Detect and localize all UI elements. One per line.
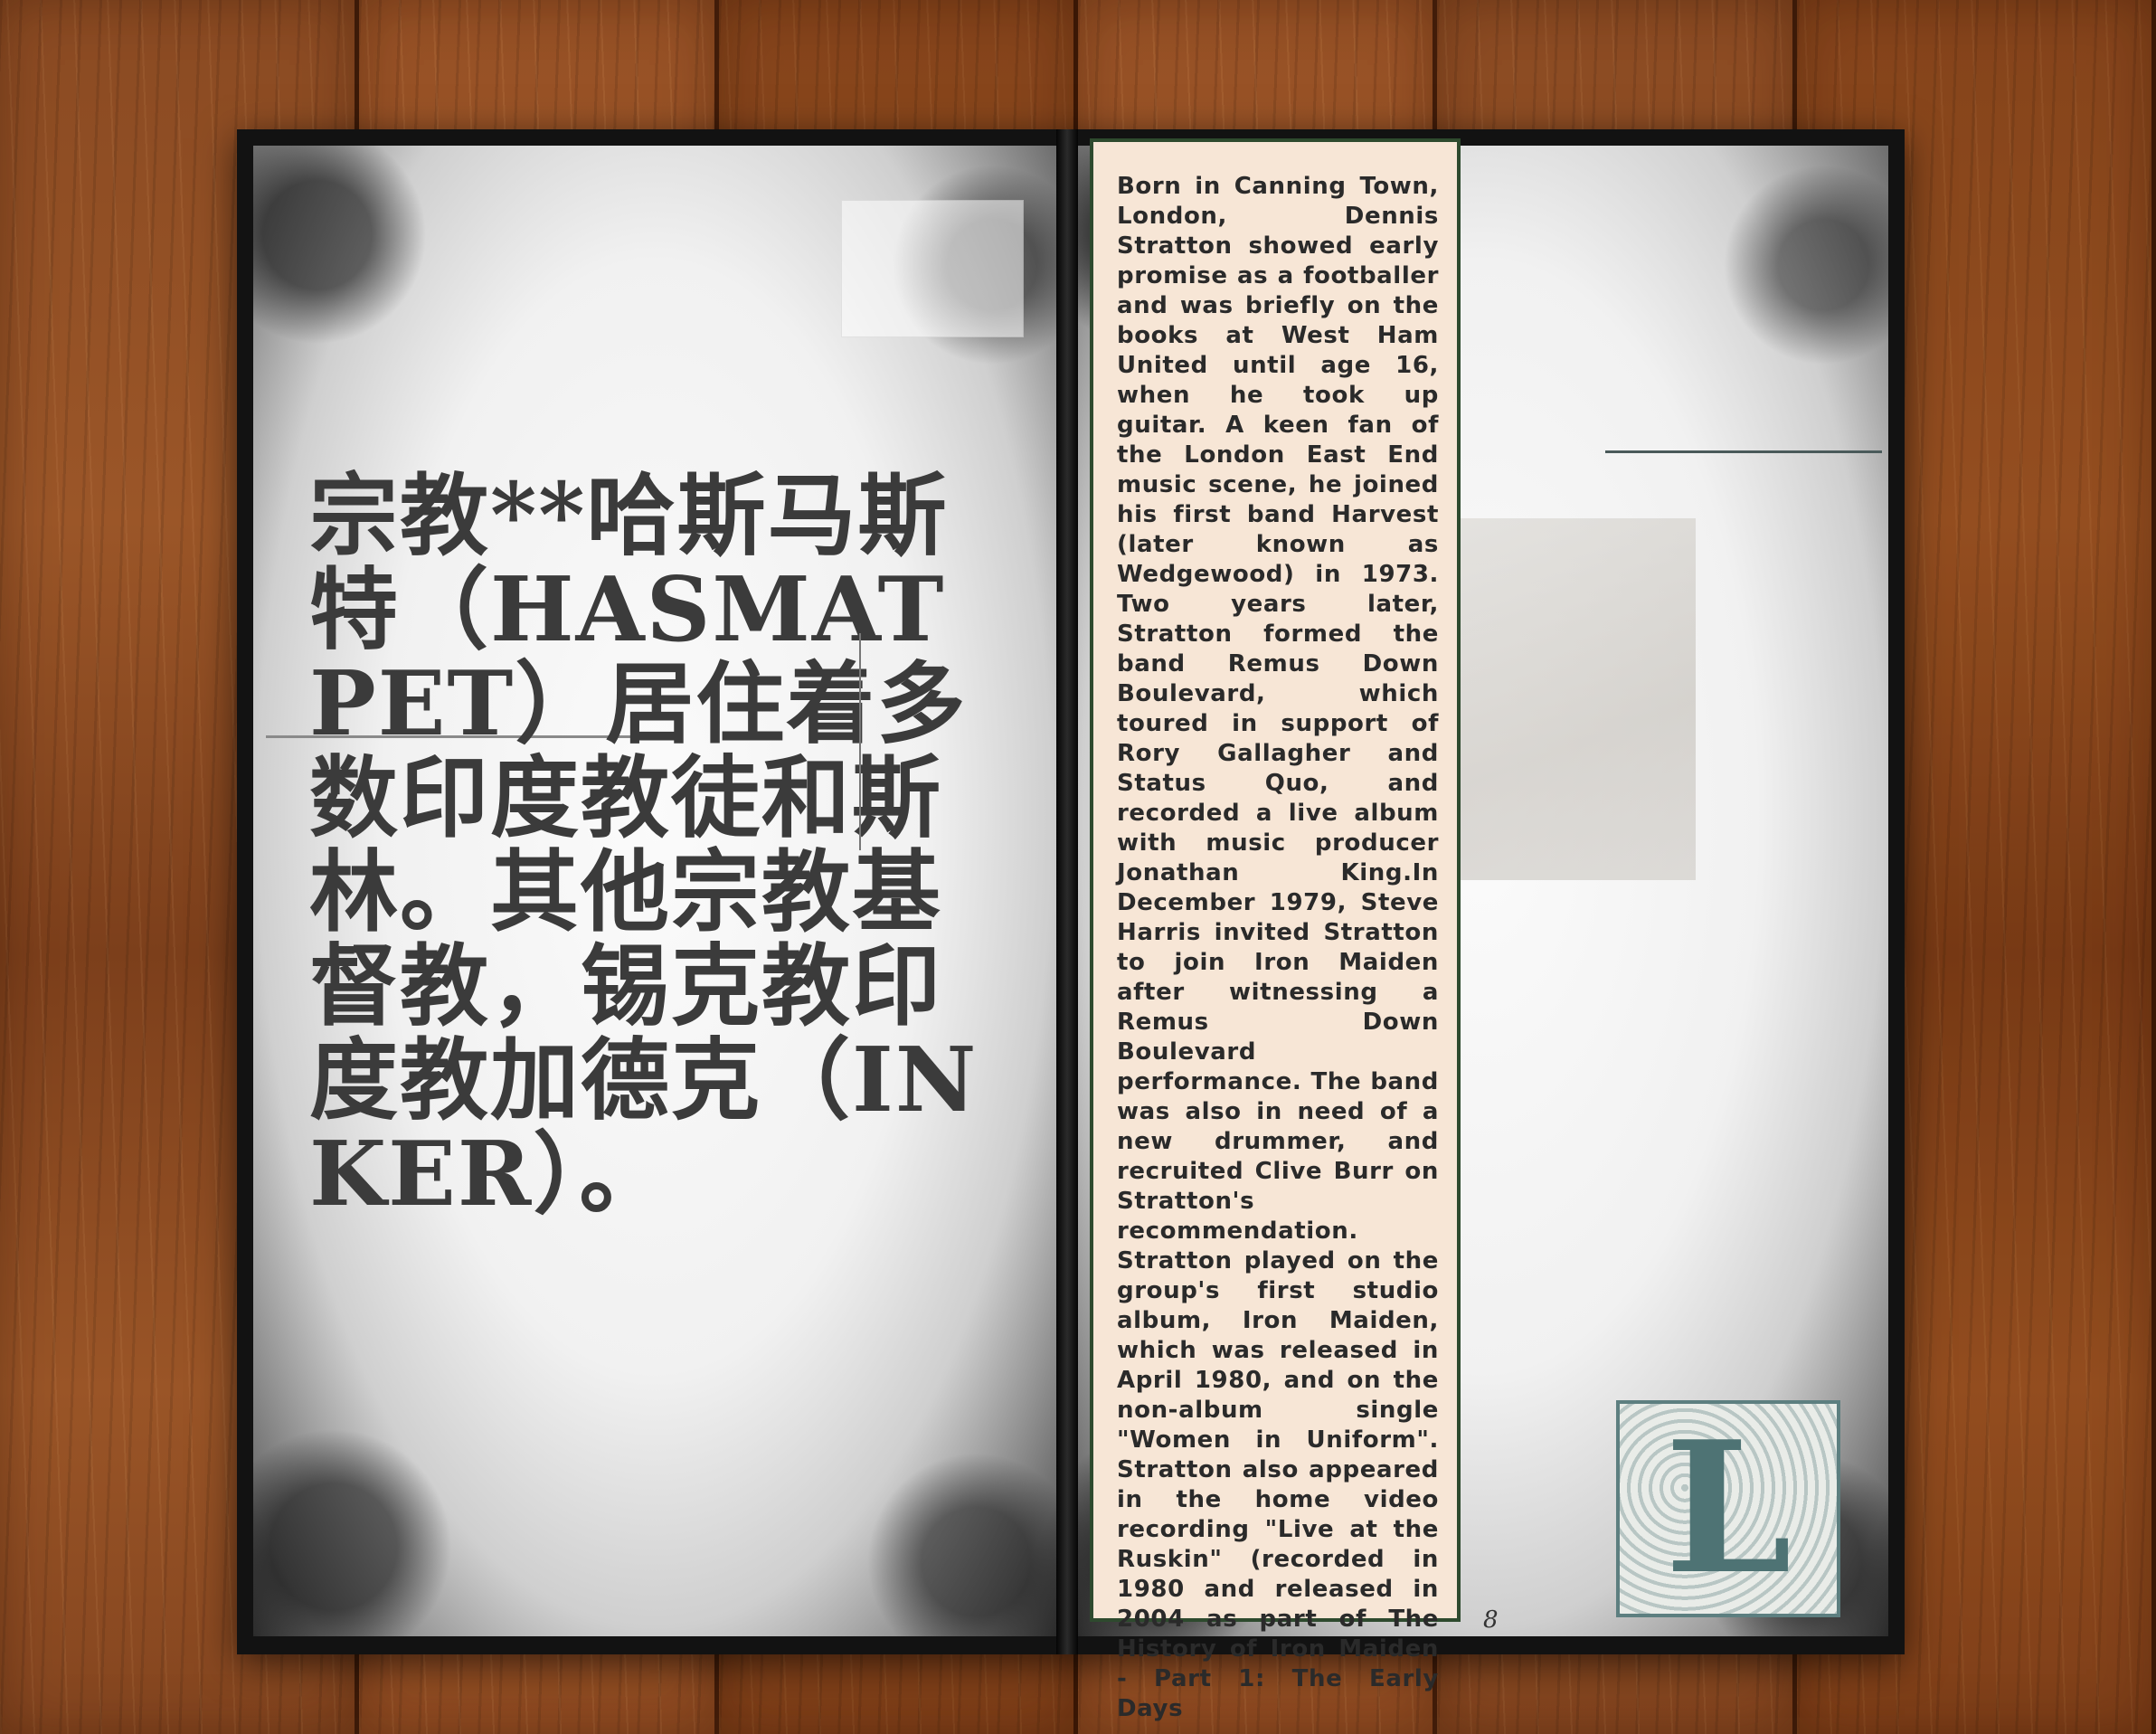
biography-text: Born in Canning Town, London, Dennis Str…: [1117, 173, 1439, 1722]
faded-portrait: [1461, 518, 1696, 880]
left-rule: [266, 735, 682, 738]
right-rule: [1605, 450, 1882, 453]
book-spine: [1056, 129, 1078, 1654]
decorative-initial: L: [1616, 1400, 1840, 1617]
page-number: 8: [1483, 1606, 1499, 1634]
chinese-paragraph: 宗教**哈斯马斯特（HASMAT PET）居住着多数印度教徒和斯林。其他宗教基督…: [309, 464, 979, 1227]
biography-box: Born in Canning Town, London, Dennis Str…: [1090, 138, 1461, 1722]
torn-paper: [841, 200, 1024, 337]
initial-letter: L: [1664, 1402, 1792, 1615]
left-page: 宗教**哈斯马斯特（HASMAT PET）居住着多数印度教徒和斯林。其他宗教基督…: [253, 146, 1056, 1636]
vertical-rule: [859, 633, 861, 850]
